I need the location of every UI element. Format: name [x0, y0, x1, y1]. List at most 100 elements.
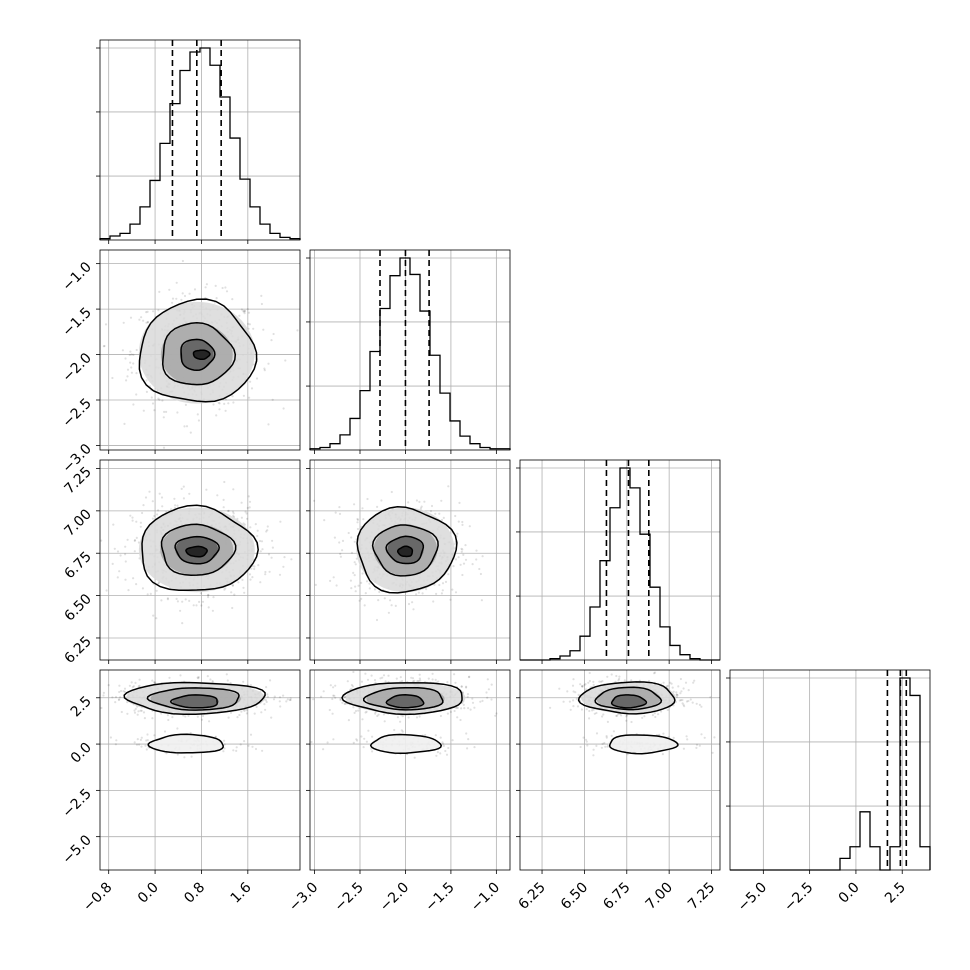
- panel-2-0-point: [153, 514, 156, 518]
- panel-3-1-point: [373, 679, 377, 682]
- panel-3-0-point: [140, 709, 143, 712]
- panel-2-0-point: [133, 539, 136, 543]
- panel-3-2-point: [678, 699, 681, 702]
- panel-3-2-point: [647, 679, 651, 683]
- panel-2-1-point: [451, 588, 454, 591]
- panel-3-0-point: [264, 708, 267, 711]
- panel-3-2-point: [681, 702, 684, 705]
- panel-3-1-point: [350, 683, 353, 687]
- panel-3-1-point: [334, 696, 337, 699]
- panel-1-0-point: [205, 283, 208, 286]
- panel-3-0-point: [111, 696, 114, 699]
- panel-2-0-point: [144, 496, 148, 499]
- panel-3-1-point: [442, 742, 445, 745]
- panel-2-1-point: [471, 563, 474, 566]
- panel-3-1-point: [462, 703, 465, 707]
- panel-3-0-point: [249, 733, 253, 736]
- panel-3-1-point: [364, 672, 367, 675]
- xtick-label-col1-3: −1.5: [422, 880, 457, 915]
- panel-2-0-point: [182, 497, 185, 500]
- panel-2-0-point: [241, 578, 244, 582]
- panel-3-1-frame: [309, 669, 511, 871]
- panel-2-1-point: [468, 525, 471, 528]
- panel-3-1-point: [328, 708, 331, 712]
- panel-3-0-point: [165, 752, 168, 755]
- panel-2-1-point: [339, 555, 342, 558]
- panel-1-0-point: [125, 379, 128, 382]
- panel-1-0-point: [262, 328, 265, 331]
- panel-3-2-point: [620, 714, 623, 717]
- panel-3-2-point: [682, 687, 685, 690]
- panel-3-2-point: [680, 690, 683, 693]
- panel-2-1-point: [357, 584, 360, 587]
- panel-2-1-point: [454, 558, 458, 561]
- panel-2-0-point: [257, 564, 260, 567]
- panel-3-1-point: [393, 728, 396, 732]
- panel-3-1-point: [381, 676, 384, 679]
- panel-3-1-point: [332, 738, 335, 741]
- panel-3-1-point: [466, 747, 469, 750]
- panel-3-0-point: [242, 680, 245, 683]
- panel-3-2-point: [653, 671, 657, 674]
- panel-2-0-point: [271, 546, 274, 549]
- panel-2-1-contour-2: [385, 535, 425, 565]
- panel-3-0-point: [245, 709, 248, 712]
- panel-2-1-point: [438, 583, 441, 587]
- panel-2-0-point: [211, 609, 214, 612]
- panel-1-0-point: [282, 407, 285, 410]
- panel-3-1-point: [354, 709, 358, 713]
- panel-2-1-point: [419, 507, 422, 510]
- panel-3-1-point: [413, 679, 416, 683]
- panel-1-0-point: [218, 408, 221, 411]
- panel-1-0-contour-1: [161, 322, 237, 386]
- panel-3-2-point: [588, 671, 591, 675]
- panel-3-0-point: [131, 686, 134, 689]
- panel-3-0-point: [137, 685, 140, 688]
- panel-3-1-point: [467, 738, 470, 741]
- panel-3-1-point: [490, 698, 493, 701]
- panel-3-0-point: [278, 696, 282, 699]
- panel-3-2-point: [584, 683, 587, 686]
- panel-3-0-point: [100, 706, 103, 710]
- panel-3-1-point: [344, 702, 347, 705]
- panel-3-2-point: [592, 680, 595, 684]
- panel-1-0-point: [242, 309, 245, 312]
- panel-1-0-point: [132, 403, 135, 406]
- panel-3-0-point: [288, 698, 291, 702]
- panel-1-0-point: [193, 288, 197, 291]
- panel-3-1-point: [401, 730, 404, 733]
- panel-3-2-point: [581, 684, 584, 688]
- panel-3-0-point: [196, 715, 199, 718]
- panel-2-1-contour-1: [371, 524, 439, 577]
- panel-2-0-point: [129, 514, 132, 517]
- panel-3-1-point: [320, 695, 323, 698]
- hist-panel-2-frame: [519, 459, 721, 661]
- xtick-label-col1-2: −2.0: [377, 880, 412, 915]
- panel-2-0-point: [112, 523, 115, 526]
- panel-2-0-point: [270, 556, 273, 559]
- panel-2-1-point: [481, 555, 484, 558]
- panel-3-2-point: [665, 685, 669, 688]
- panel-2-0-point: [248, 506, 251, 509]
- panel-3-1-point: [360, 680, 364, 683]
- panel-2-1-point: [479, 572, 482, 576]
- panel-1-0-point: [181, 292, 184, 295]
- panel-2-0-point: [181, 600, 184, 603]
- panel-1-0-point: [263, 369, 266, 372]
- panel-3-0-point: [102, 691, 105, 695]
- panel-2-0-point: [195, 604, 198, 607]
- panel-3-2-point: [625, 714, 629, 717]
- panel-2-1-point: [362, 518, 365, 521]
- panel-3-1-point: [471, 701, 475, 704]
- panel-1-0-point: [272, 332, 275, 336]
- panel-3-2-point: [574, 691, 577, 694]
- panel-1-0-point: [124, 357, 127, 360]
- panel-1-0-point: [184, 403, 187, 406]
- panel-3-0-point: [196, 676, 199, 679]
- panel-2-0-point: [233, 593, 236, 596]
- panel-2-0-frame: [99, 459, 301, 661]
- panel-3-0-point: [154, 681, 157, 684]
- panel-3-2-density-fill-2: [611, 695, 646, 708]
- panel-2-1-point: [335, 584, 338, 587]
- panel-2-0-point: [256, 534, 259, 538]
